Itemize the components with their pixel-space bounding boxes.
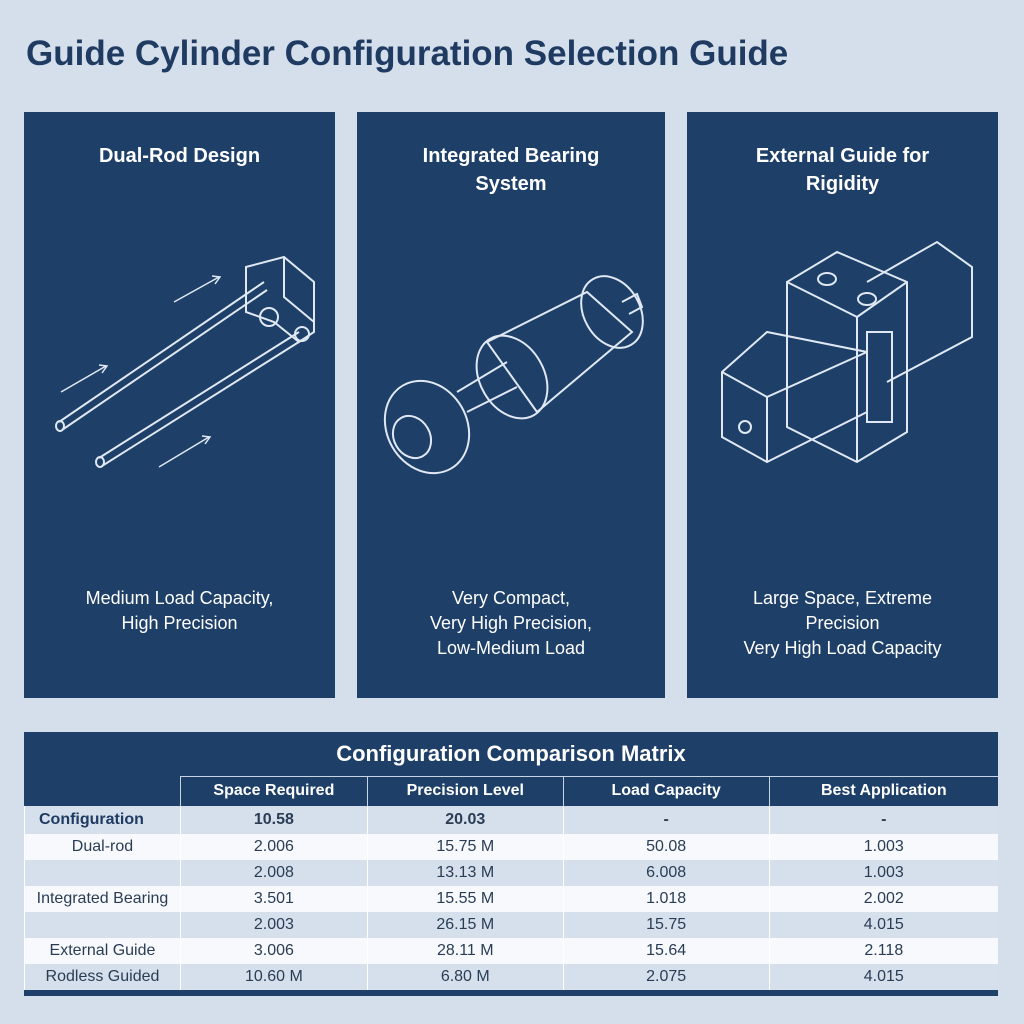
- table-cell: -: [768, 805, 998, 834]
- table-cell: 28.11 M: [366, 937, 564, 964]
- column-header: Space Required: [179, 776, 368, 806]
- table-row: External Guide 3.006 28.11 M 15.64 2.118: [24, 937, 998, 964]
- panel-title: Dual-Rod Design: [98, 145, 261, 167]
- table-cell: 10.58: [179, 805, 368, 834]
- panel-description: Medium Load Capacity, High Precision: [85, 588, 274, 633]
- matrix-title: Configuration Comparison Matrix: [336, 741, 686, 766]
- table-row: Configuration 10.58 20.03- -: [24, 805, 998, 834]
- column-header: Load Capacity: [562, 776, 770, 806]
- table-cell: 50.08: [562, 833, 770, 860]
- table-cell: Integrated Bearing: [24, 885, 181, 912]
- table-cell: 6.008: [562, 859, 770, 886]
- table-row: 2.008 13.13 M 6.008 1.003: [24, 859, 998, 886]
- table-cell: 2.118: [768, 937, 998, 964]
- table-cell: 1.003: [768, 833, 998, 860]
- table-cell: 2.002: [768, 885, 998, 912]
- table-cell: [24, 911, 181, 938]
- table-row: Dual-rod 2.006 15.75 M 50.08 1.003: [24, 833, 998, 860]
- table-cell: Rodless Guided: [24, 963, 181, 990]
- table-cell: 15.64: [562, 937, 770, 964]
- table-cell: 2.003: [179, 911, 368, 938]
- table-cell: -: [562, 805, 770, 834]
- table-cell: 4.015: [768, 911, 998, 938]
- table-cell: 1.003: [768, 859, 998, 886]
- table-cell: 2.008: [179, 859, 368, 886]
- panel-description: Very Compact, Very High Precision, Low-Med…: [429, 588, 593, 658]
- table-cell: Configuration: [24, 805, 181, 834]
- table-cell: 15.55 M: [366, 885, 564, 912]
- table-cell: 2.075: [562, 963, 770, 990]
- comparison-matrix: Configuration Comparison Matrix Space Re…: [24, 732, 998, 996]
- panel-description: Large Space, Extreme Precision Very High L…: [743, 588, 942, 658]
- panel-title: External Guide for Rigidity: [755, 145, 930, 195]
- comparison-table: Space Required Precision Level Load Capa…: [24, 776, 998, 990]
- table-cell: 2.006: [179, 833, 368, 860]
- panel-integrated-bearing: Integrated Bearing System Very Compact, V…: [357, 112, 665, 698]
- table-cell: 20.03: [366, 805, 564, 834]
- header-row: Space Required Precision Level Load Capa…: [24, 776, 998, 806]
- table-cell: 3.501: [179, 885, 368, 912]
- table-cell: 4.015: [768, 963, 998, 990]
- panel-title: Integrated Bearing System: [422, 145, 600, 195]
- column-header: Best Application: [768, 776, 998, 806]
- table-row: Rodless Guided 10.60 M 6.80 M 2.075 4.015: [24, 963, 998, 990]
- panel-dual-rod: Dual-Rod Design Medium Load Capacity, Hig…: [24, 112, 335, 698]
- dual-rod-illustration: [55, 255, 315, 468]
- column-header: Precision Level: [366, 776, 564, 806]
- table-cell: 3.006: [179, 937, 368, 964]
- table-cell: 26.15 M: [366, 911, 564, 938]
- table-cell: 15.75: [562, 911, 770, 938]
- table-cell: 13.13 M: [366, 859, 564, 886]
- table-footer-bar: [24, 990, 998, 996]
- table-row: 2.003 26.15 M 15.75 4.015: [24, 911, 998, 938]
- table-cell: 1.018: [562, 885, 770, 912]
- table-cell: External Guide: [24, 937, 181, 964]
- table-cell: [24, 859, 181, 886]
- column-header: [24, 776, 181, 806]
- table-cell: 15.75 M: [366, 833, 564, 860]
- panel-external-guide: External Guide for Rigidity Large Space,…: [687, 112, 998, 698]
- table-cell: 6.80 M: [366, 963, 564, 990]
- table-row: Integrated Bearing 3.501 15.55 M 1.018 2.002: [24, 885, 998, 912]
- external-guide-illustration: [721, 240, 973, 464]
- table-cell: 10.60 M: [179, 963, 368, 990]
- integrated-bearing-illustration: [383, 275, 644, 475]
- table-cell: Dual-rod: [24, 833, 181, 860]
- page-title: Guide Cylinder Configuration Selection G…: [26, 34, 789, 73]
